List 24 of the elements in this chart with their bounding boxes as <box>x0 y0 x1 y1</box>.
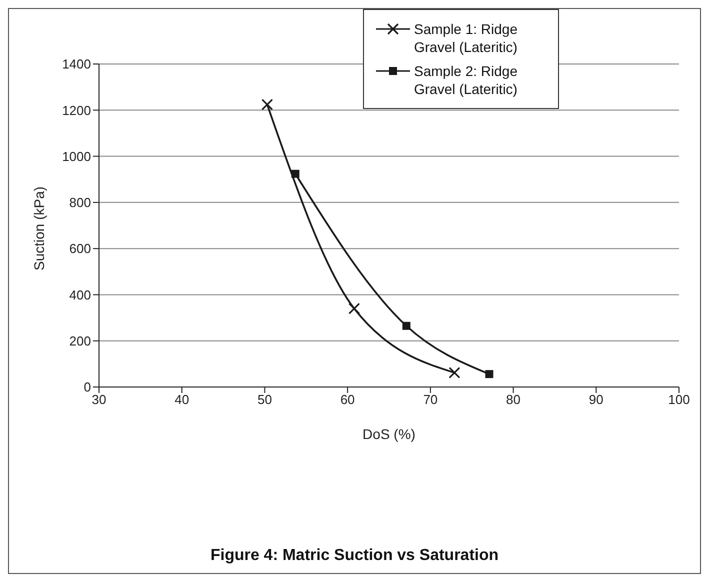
y-tick-label: 1400 <box>62 56 91 72</box>
x-tick-label: 50 <box>257 392 272 408</box>
y-tick-label: 400 <box>69 287 91 302</box>
x-tick-label: 90 <box>588 392 604 408</box>
legend-label: Sample 1: Ridge Gravel (Lateritic) <box>414 20 519 56</box>
y-tick-label: 1000 <box>62 148 91 164</box>
point <box>485 370 494 378</box>
y-tick-label: 0 <box>84 380 91 395</box>
x-tick-label: 70 <box>423 392 438 408</box>
point <box>291 170 300 178</box>
legend-label: Sample 2: Ridge Gravel (Lateritic) <box>414 62 519 98</box>
point <box>402 322 410 330</box>
y-axis-title: Suction (kPa) <box>30 186 47 270</box>
x-tick-label: 100 <box>668 392 690 408</box>
x-axis-title: DoS (%) <box>362 426 416 442</box>
y-tick-label: 600 <box>69 241 91 256</box>
y-tick-label: 1200 <box>62 102 91 118</box>
text: Figure 4: Matric Suction vs Saturation <box>209 547 500 565</box>
x-tick-label: 30 <box>92 392 106 408</box>
y-tick-label: 200 <box>69 333 91 348</box>
y-tick-label: 800 <box>69 195 91 210</box>
x-tick-label: 80 <box>506 392 521 408</box>
x-tick-label: 40 <box>174 392 190 408</box>
x-tick-label: 60 <box>340 392 355 408</box>
